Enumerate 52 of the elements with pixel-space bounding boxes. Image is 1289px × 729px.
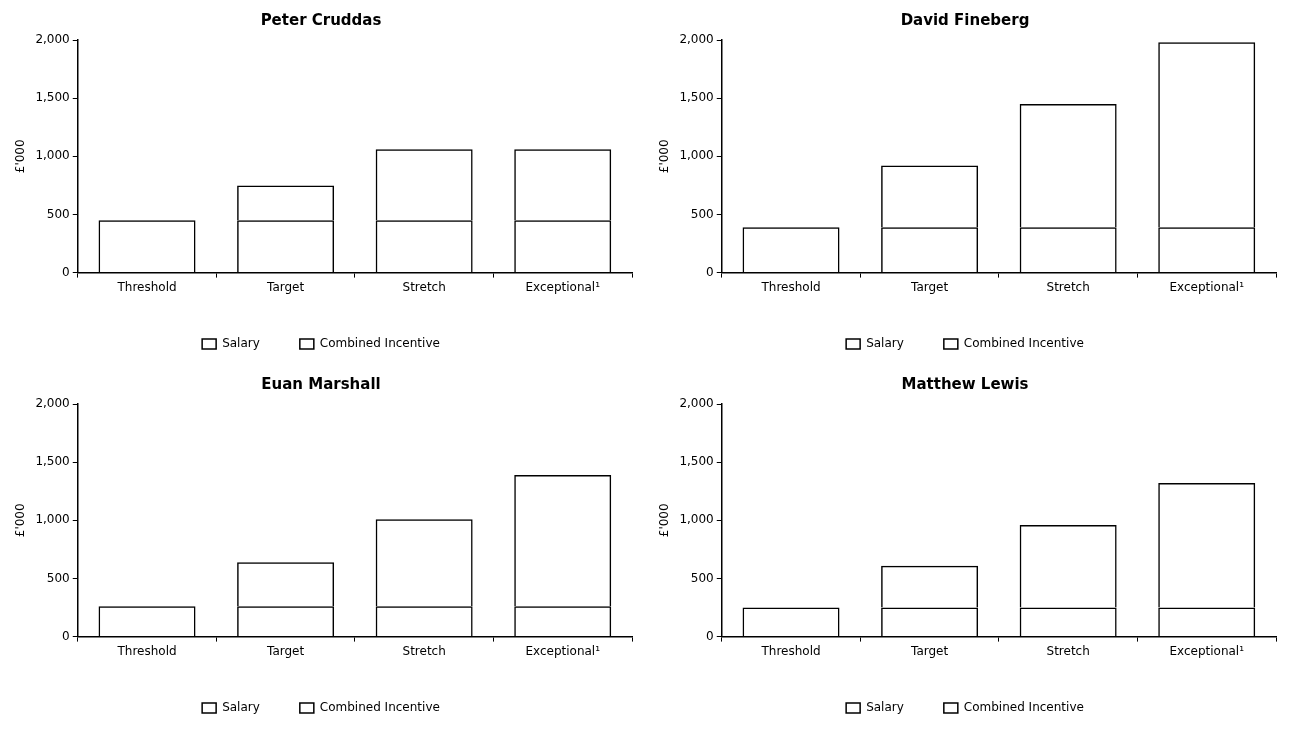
legend-label: Combined Incentive	[963, 336, 1084, 351]
y-tick-label: 1,000	[35, 148, 70, 163]
y-axis-title: £'000	[13, 503, 28, 538]
y-tick-label: 0	[706, 628, 714, 643]
y-tick-label: 1,000	[679, 512, 714, 527]
y-tick-label: 500	[46, 570, 70, 585]
y-tick-label: 0	[706, 264, 714, 279]
legend-label: Salary	[866, 700, 904, 715]
x-tick-label: Target	[266, 643, 305, 658]
y-axis-title: £'000	[657, 139, 672, 174]
x-tick-label: Exceptional¹	[525, 643, 601, 658]
y-tick-label: 500	[690, 206, 714, 221]
x-tick-label: Exceptional¹	[1169, 279, 1245, 294]
x-tick-label: Target	[910, 643, 949, 658]
x-tick-label: Stretch	[1046, 279, 1090, 294]
y-tick-label: 500	[46, 206, 70, 221]
y-tick-label: 2,000	[35, 32, 70, 47]
x-tick-label: Threshold	[760, 279, 821, 294]
y-tick-label: 0	[62, 264, 70, 279]
legend-label: Salary	[222, 336, 260, 351]
x-tick-label: Target	[266, 279, 305, 294]
x-tick-label: Threshold	[116, 643, 177, 658]
chart-title: Matthew Lewis	[901, 374, 1029, 393]
y-tick-label: 1,500	[35, 454, 70, 469]
chart-title: David Fineberg	[900, 10, 1030, 29]
x-tick-label: Exceptional¹	[1169, 643, 1245, 658]
legend-label: Combined Incentive	[963, 700, 1084, 715]
y-tick-label: 500	[690, 570, 714, 585]
y-tick-label: 0	[62, 628, 70, 643]
legend-label: Salary	[222, 700, 260, 715]
chart-title: Peter Cruddas	[260, 10, 382, 29]
x-tick-label: Stretch	[1046, 643, 1090, 658]
x-tick-label: Threshold	[116, 279, 177, 294]
chart-title: Euan Marshall	[261, 374, 381, 393]
y-tick-label: 1,500	[35, 90, 70, 105]
y-tick-label: 2,000	[35, 396, 70, 411]
y-tick-label: 2,000	[679, 32, 714, 47]
legend-label: Combined Incentive	[319, 700, 440, 715]
y-tick-label: 1,000	[679, 148, 714, 163]
legend-label: Salary	[866, 336, 904, 351]
y-tick-label: 1,000	[35, 512, 70, 527]
legend-label: Combined Incentive	[319, 336, 440, 351]
x-tick-label: Exceptional¹	[525, 279, 601, 294]
y-axis-title: £'000	[13, 139, 28, 174]
x-tick-label: Stretch	[402, 279, 446, 294]
y-axis-title: £'000	[657, 503, 672, 538]
x-tick-label: Target	[910, 279, 949, 294]
x-tick-label: Threshold	[760, 643, 821, 658]
y-tick-label: 2,000	[679, 396, 714, 411]
y-tick-label: 1,500	[679, 454, 714, 469]
y-tick-label: 1,500	[679, 90, 714, 105]
x-tick-label: Stretch	[402, 643, 446, 658]
